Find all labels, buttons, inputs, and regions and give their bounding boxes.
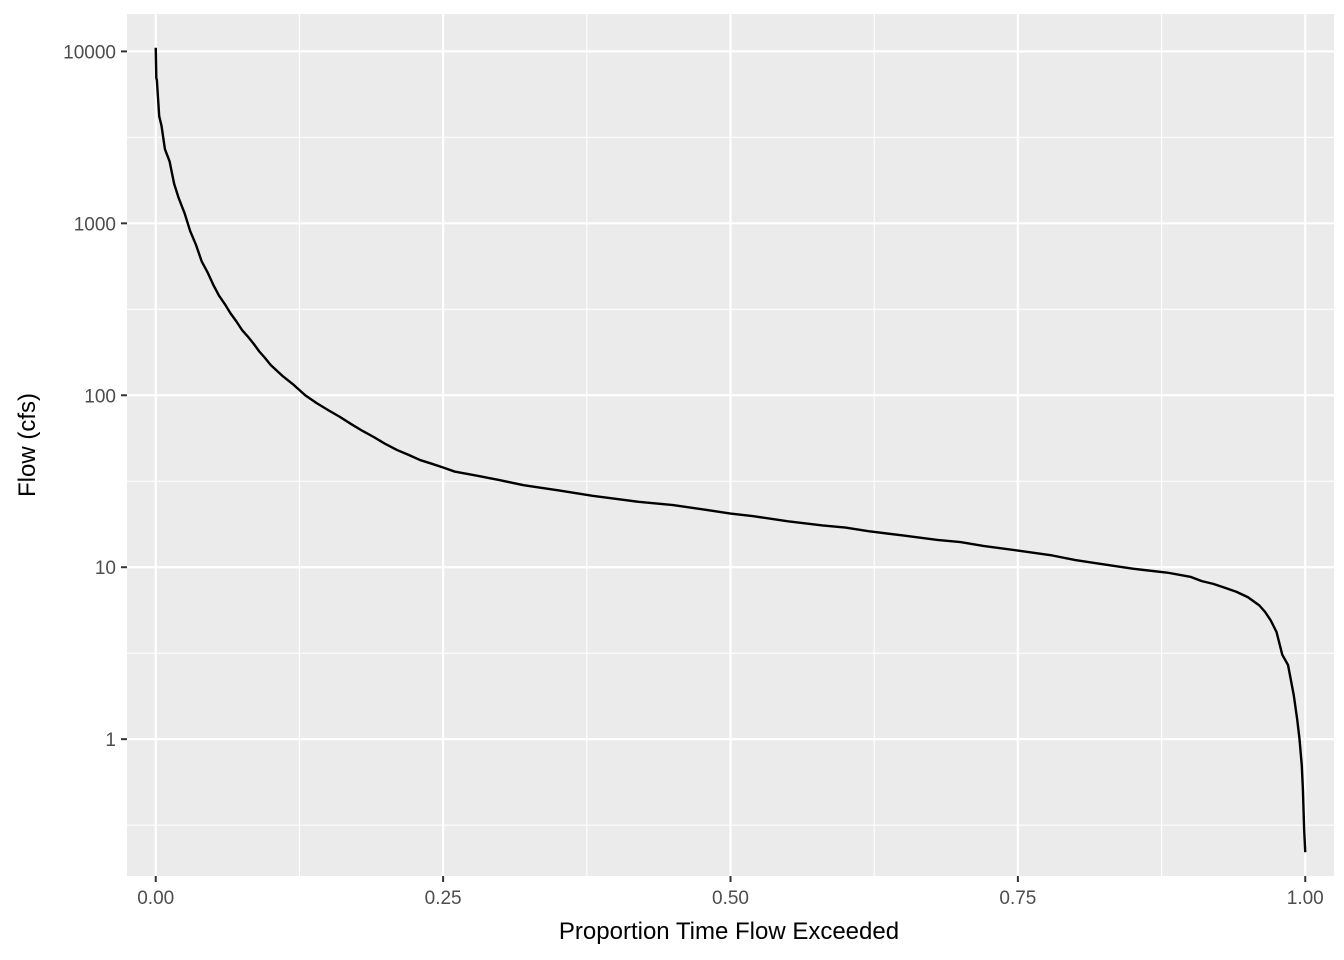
y-tick-label: 10000 bbox=[63, 42, 116, 63]
x-tick-label: 0.50 bbox=[712, 888, 749, 909]
y-tick-label: 1000 bbox=[74, 214, 116, 235]
y-tick-label: 10 bbox=[95, 558, 116, 579]
x-axis-ticks: 0.00 0.25 0.50 0.75 1.00 bbox=[137, 876, 1324, 909]
flow-duration-line bbox=[154, 47, 1307, 853]
x-axis-title: Proportion Time Flow Exceeded bbox=[559, 918, 899, 945]
y-axis-title: Flow (cfs) bbox=[14, 393, 41, 497]
y-axis-ticks: 1 10 100 1000 10000 bbox=[63, 42, 127, 751]
major-grid bbox=[127, 14, 1334, 876]
x-tick-label: 0.25 bbox=[425, 888, 462, 909]
x-tick-label: 0.00 bbox=[137, 888, 174, 909]
x-tick-label: 0.75 bbox=[999, 888, 1036, 909]
y-tick-label: 100 bbox=[84, 386, 116, 407]
x-tick-label: 1.00 bbox=[1287, 888, 1324, 909]
y-tick-label: 1 bbox=[105, 730, 116, 751]
